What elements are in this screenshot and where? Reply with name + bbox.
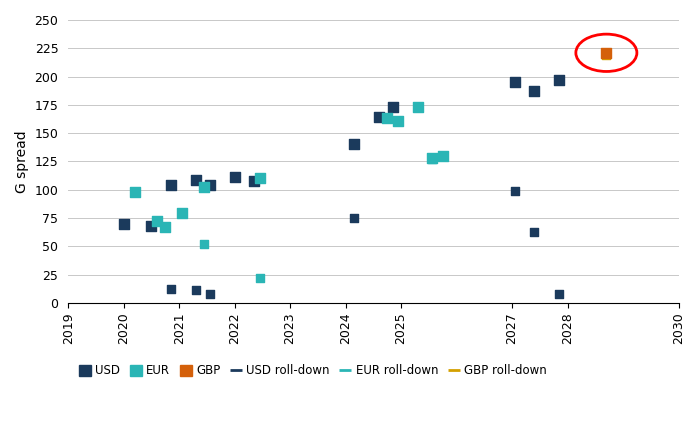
GBP roll-down [601,51,612,58]
USD [165,182,176,189]
USD [373,114,384,121]
USD [118,220,130,227]
USD roll-down [204,290,215,297]
EUR [393,117,404,124]
EUR [412,104,423,111]
USD [528,88,540,95]
EUR roll-down [437,152,448,159]
USD [229,174,240,181]
Legend: USD, EUR, GBP, USD roll-down, EUR roll-down, GBP roll-down: USD, EUR, GBP, USD roll-down, EUR roll-d… [74,360,552,382]
USD [387,104,398,111]
EUR [160,223,171,230]
EUR roll-down [426,155,438,163]
USD roll-down [554,290,565,297]
EUR roll-down [254,274,265,281]
USD roll-down [349,214,360,222]
USD roll-down [509,187,520,194]
EUR [254,175,265,182]
EUR [437,152,448,159]
EUR [426,155,438,162]
EUR [129,188,140,195]
EUR [382,115,393,122]
Y-axis label: G spread: G spread [15,130,29,193]
USD roll-down [528,228,540,235]
EUR [176,210,188,217]
USD [190,176,202,183]
EUR roll-down [199,241,210,248]
USD roll-down [165,286,176,293]
EUR [151,218,162,225]
USD [554,76,565,83]
GBP [601,49,612,56]
USD roll-down [190,287,202,294]
USD [349,141,360,148]
USD [204,182,215,189]
USD [248,177,260,184]
USD [509,79,520,86]
USD [146,222,157,229]
EUR [199,184,210,191]
